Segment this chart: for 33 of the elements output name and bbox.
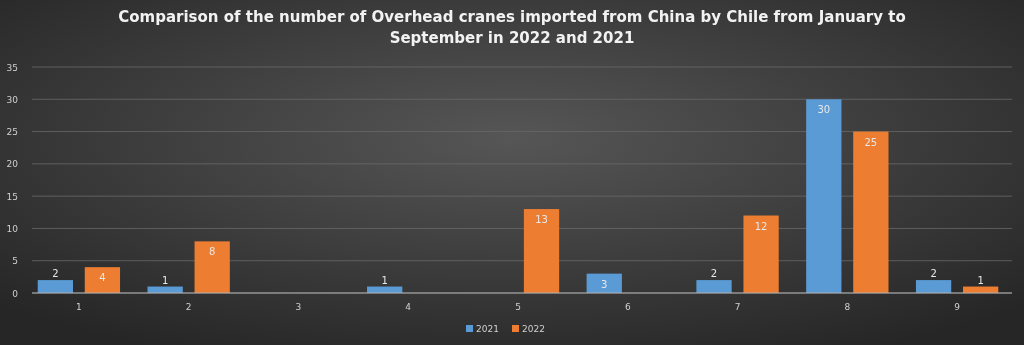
legend-label: 2021 [476, 324, 499, 334]
y-tick-label: 5 [12, 256, 18, 267]
y-tick-label: 35 [6, 62, 18, 73]
y-tick-label: 0 [12, 288, 19, 299]
data-label: 25 [864, 136, 878, 148]
data-label: 1 [161, 274, 169, 286]
data-label: 2 [52, 268, 59, 280]
x-tick-label: 1 [76, 302, 82, 312]
y-tick-label: 15 [6, 191, 18, 202]
legend-label: 2022 [522, 324, 545, 334]
data-label: 2 [710, 268, 718, 280]
x-tick-label: 5 [515, 302, 521, 312]
data-label: 12 [754, 220, 768, 232]
x-tick-label: 7 [734, 302, 741, 312]
x-tick-label: 4 [405, 302, 412, 312]
data-label: 4 [99, 272, 106, 284]
data-label: 1 [977, 274, 984, 286]
chart-title: Comparison of the number of Overhead cranes imported from China by Chile from January to September in 2022 and 2021 [118, 8, 906, 47]
x-tick-label: 2 [185, 302, 192, 312]
x-tick-label: 6 [624, 302, 631, 312]
data-label: 13 [535, 214, 548, 226]
y-tick-label: 20 [6, 159, 19, 170]
x-tick-label: 8 [844, 302, 851, 312]
data-label: 30 [817, 104, 831, 116]
y-tick-label: 30 [6, 94, 19, 105]
data-label: 3 [601, 278, 608, 290]
data-label: 8 [209, 246, 216, 258]
y-tick-label: 10 [6, 223, 19, 234]
data-label: 1 [381, 274, 388, 286]
y-tick-label: 25 [6, 127, 18, 138]
x-tick-label: 9 [954, 302, 961, 312]
x-tick-label: 3 [295, 302, 302, 312]
data-label: 2 [930, 268, 937, 280]
